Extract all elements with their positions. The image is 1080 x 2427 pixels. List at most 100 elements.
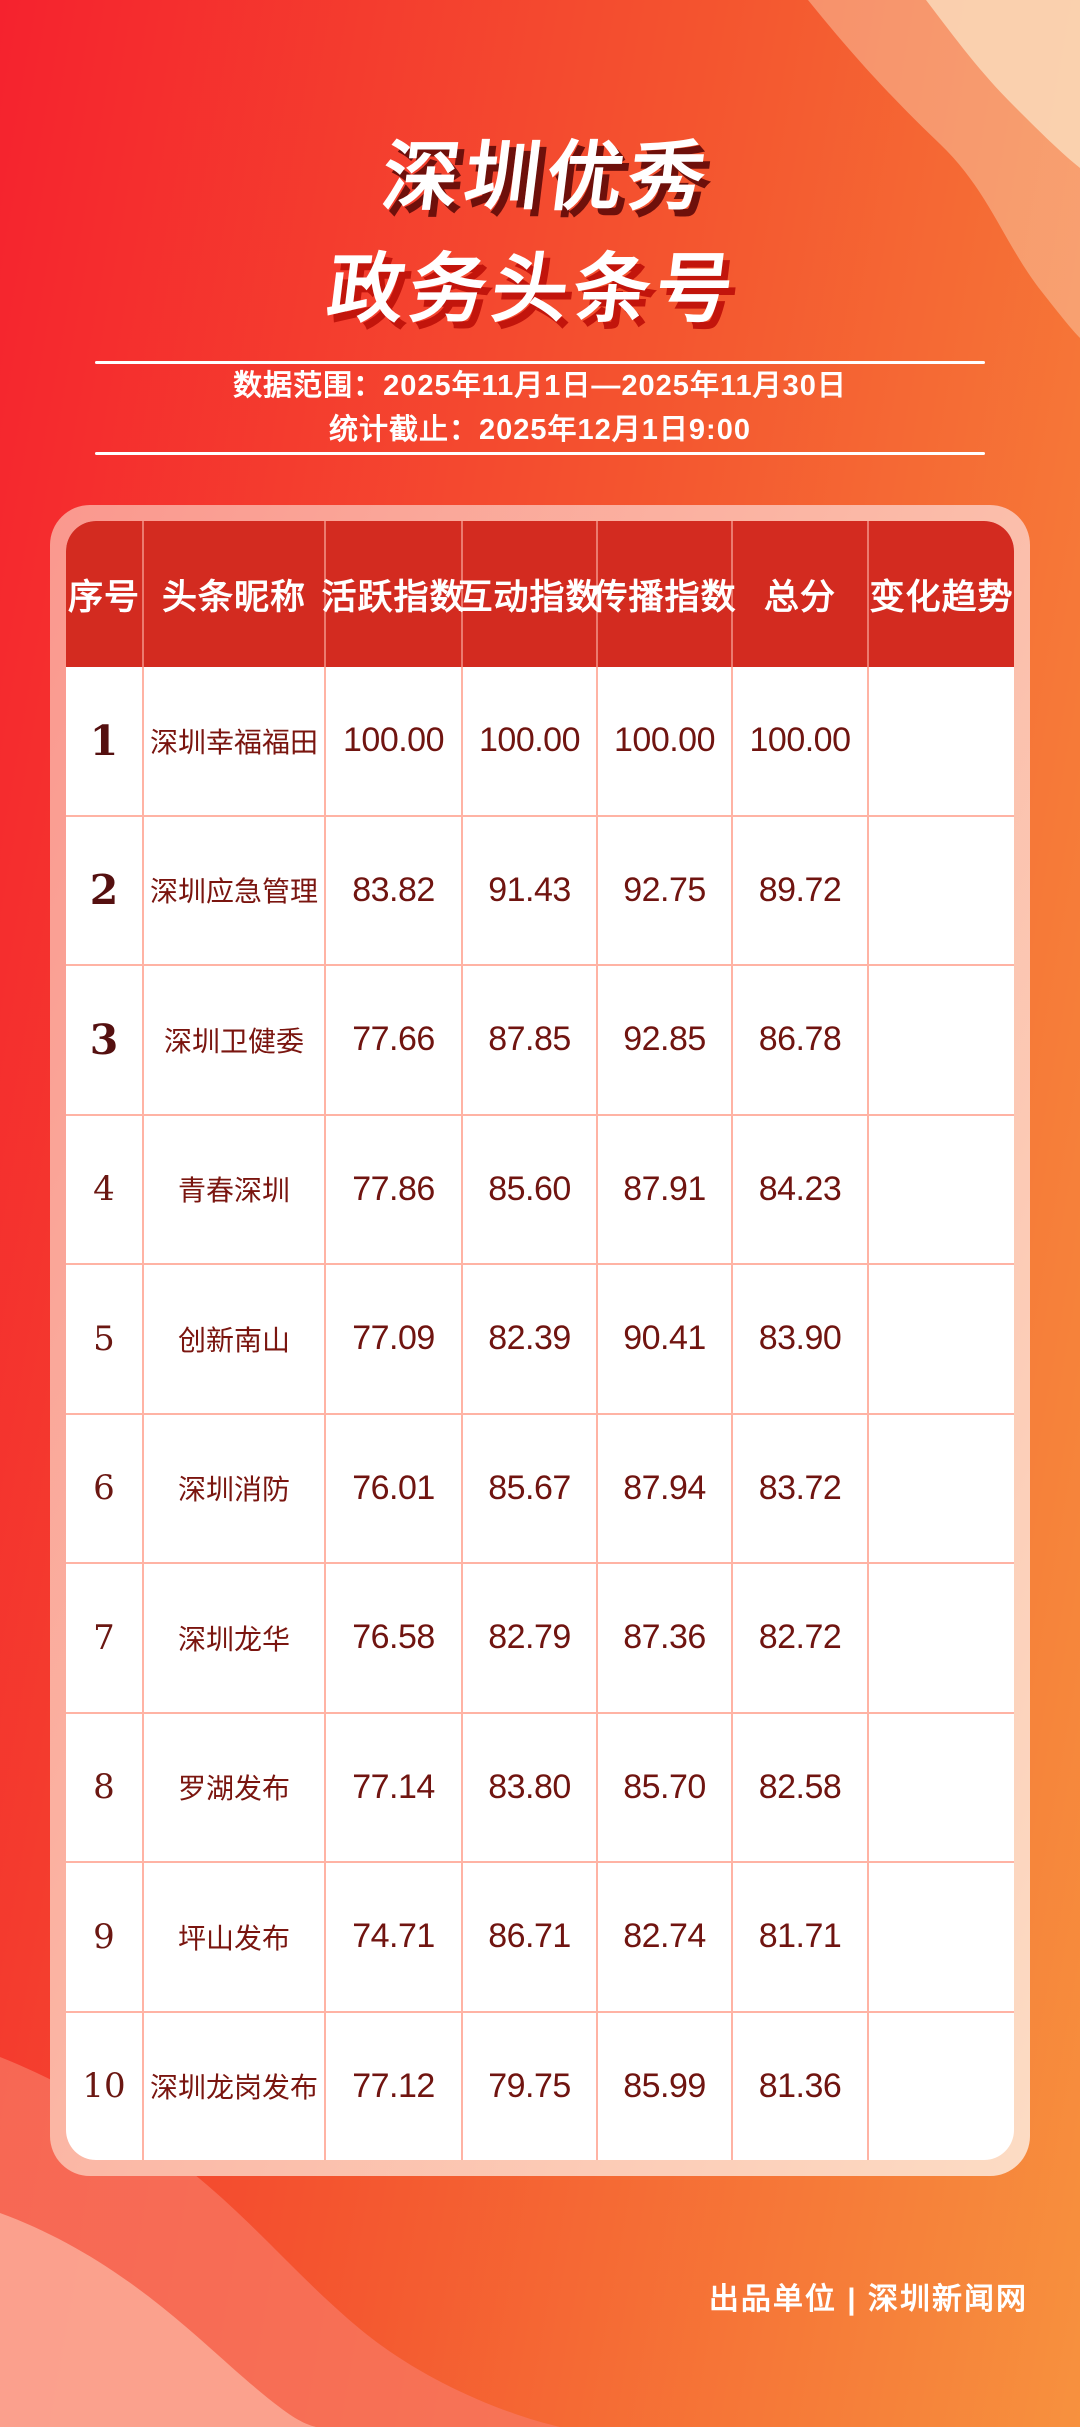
activity-cell: 76.01 <box>326 1414 463 1562</box>
header-trend: 变化趋势 <box>869 577 1014 617</box>
activity-cell: 77.14 <box>326 1713 463 1861</box>
table-row: 10 深圳龙岗发布 77.12 79.75 85.99 81.36 <box>66 2010 1014 2161</box>
ranking-table: 序号 头条昵称 活跃指数 互动指数 传播指数 总分 变化趋势 1 深圳幸福福田 … <box>66 521 1014 2160</box>
table-row: 6 深圳消防 76.01 85.67 87.94 83.72 <box>66 1412 1014 1563</box>
trend-cell <box>869 966 1014 1114</box>
spread-cell: 92.85 <box>598 966 733 1114</box>
header-name: 头条昵称 <box>144 521 326 667</box>
divider-line-top <box>95 361 985 364</box>
trend-cell <box>869 1714 1014 1862</box>
activity-cell: 100.00 <box>326 667 463 815</box>
table-row: 7 深圳龙华 76.58 82.79 87.36 82.72 <box>66 1562 1014 1712</box>
activity-cell: 77.86 <box>326 1115 463 1263</box>
rank-cell: 8 <box>66 1713 144 1861</box>
rank-cell: 10 <box>66 2012 144 2160</box>
rank-cell: 7 <box>66 1564 144 1712</box>
cutoff-text: 统计截止：2025年12月1日9:00 <box>329 414 751 446</box>
trend-cell <box>869 667 1014 815</box>
total-cell: 82.72 <box>733 1564 869 1712</box>
title-line-1: 深圳优秀 <box>377 135 717 220</box>
trend-cell <box>869 2013 1014 2161</box>
data-range-text: 数据范围：2025年11月1日—2025年11月30日 <box>233 370 847 402</box>
table-row: 2 深圳应急管理 83.82 91.43 92.75 89.72 <box>66 814 1014 965</box>
activity-cell: 77.66 <box>326 966 463 1114</box>
activity-cell: 76.58 <box>326 1564 463 1712</box>
header-spread: 传播指数 <box>593 521 736 667</box>
rank-cell: 6 <box>66 1414 144 1562</box>
table-row: 9 坪山发布 74.71 86.71 82.74 81.71 <box>66 1861 1014 2011</box>
name-cell: 深圳卫健委 <box>144 966 326 1114</box>
interaction-cell: 85.60 <box>463 1115 598 1263</box>
rank-cell: 2 <box>66 816 144 964</box>
total-cell: 84.23 <box>733 1115 869 1263</box>
interaction-cell: 91.43 <box>463 816 598 964</box>
total-cell: 81.71 <box>733 1863 869 2011</box>
total-cell: 100.00 <box>733 667 869 815</box>
trend-cell <box>869 817 1014 965</box>
interaction-cell: 85.67 <box>463 1414 598 1562</box>
table-row: 1 深圳幸福福田 100.00 100.00 100.00 100.00 <box>66 667 1014 815</box>
activity-cell: 77.12 <box>326 2012 463 2160</box>
top-right-wave-decoration <box>808 0 1080 338</box>
divider-line-bottom <box>95 452 985 455</box>
interaction-cell: 100.00 <box>463 667 598 815</box>
total-cell: 81.36 <box>733 2012 869 2160</box>
activity-cell: 77.09 <box>326 1265 463 1413</box>
spread-cell: 100.00 <box>598 667 733 815</box>
interaction-cell: 87.85 <box>463 966 598 1114</box>
interaction-cell: 82.79 <box>463 1564 598 1712</box>
interaction-cell: 82.39 <box>463 1265 598 1413</box>
name-cell: 青春深圳 <box>144 1115 326 1263</box>
spread-cell: 90.41 <box>598 1265 733 1413</box>
trend-cell <box>869 1863 1014 2011</box>
rank-cell: 9 <box>66 1863 144 2011</box>
spread-cell: 92.75 <box>598 816 733 964</box>
activity-cell: 83.82 <box>326 816 463 964</box>
spread-cell: 87.91 <box>598 1115 733 1263</box>
interaction-cell: 86.71 <box>463 1863 598 2011</box>
name-cell: 深圳龙华 <box>144 1564 326 1712</box>
interaction-cell: 83.80 <box>463 1713 598 1861</box>
rank-cell: 3 <box>66 966 144 1114</box>
total-cell: 83.90 <box>733 1265 869 1413</box>
name-cell: 创新南山 <box>144 1265 326 1413</box>
header-activity: 活跃指数 <box>322 521 465 667</box>
trend-cell <box>869 1415 1014 1563</box>
spread-cell: 85.99 <box>598 2012 733 2160</box>
name-cell: 坪山发布 <box>144 1863 326 2011</box>
name-cell: 深圳龙岗发布 <box>144 2012 326 2160</box>
table-row: 8 罗湖发布 77.14 83.80 85.70 82.58 <box>66 1711 1014 1862</box>
table-row: 3 深圳卫健委 77.66 87.85 92.85 86.78 <box>66 964 1014 1114</box>
date-range-block: 数据范围：2025年11月1日—2025年11月30日 统计截止：2025年12… <box>95 361 985 455</box>
total-cell: 82.58 <box>733 1713 869 1861</box>
total-cell: 86.78 <box>733 966 869 1114</box>
header-rank: 序号 <box>66 521 144 667</box>
trend-cell <box>869 1265 1014 1413</box>
spread-cell: 87.94 <box>598 1414 733 1562</box>
spread-cell: 82.74 <box>598 1863 733 2011</box>
header-total: 总分 <box>733 521 869 667</box>
rank-cell: 4 <box>66 1115 144 1263</box>
name-cell: 罗湖发布 <box>144 1713 326 1861</box>
poster-title: 深圳优秀 政务头条号 <box>0 122 1080 346</box>
total-cell: 89.72 <box>733 816 869 964</box>
name-cell: 深圳幸福福田 <box>144 667 326 815</box>
trend-cell <box>869 1116 1014 1264</box>
table-header-row: 序号 头条昵称 活跃指数 互动指数 传播指数 总分 变化趋势 <box>66 521 1014 667</box>
interaction-cell: 79.75 <box>463 2012 598 2160</box>
activity-cell: 74.71 <box>326 1863 463 2011</box>
footer-credit: 出品单位 | 深圳新闻网 <box>708 2283 1028 2316</box>
table-row: 5 创新南山 77.09 82.39 90.41 83.90 <box>66 1263 1014 1413</box>
name-cell: 深圳应急管理 <box>144 816 326 964</box>
rank-cell: 5 <box>66 1265 144 1413</box>
total-cell: 83.72 <box>733 1414 869 1562</box>
table-row: 4 青春深圳 77.86 85.60 87.91 84.23 <box>66 1113 1014 1264</box>
header-interaction: 互动指数 <box>458 521 601 667</box>
spread-cell: 87.36 <box>598 1564 733 1712</box>
title-line-2: 政务头条号 <box>322 247 744 332</box>
trend-cell <box>869 1564 1014 1712</box>
name-cell: 深圳消防 <box>144 1414 326 1562</box>
ranking-table-card: 序号 头条昵称 活跃指数 互动指数 传播指数 总分 变化趋势 1 深圳幸福福田 … <box>50 505 1030 2176</box>
spread-cell: 85.70 <box>598 1713 733 1861</box>
